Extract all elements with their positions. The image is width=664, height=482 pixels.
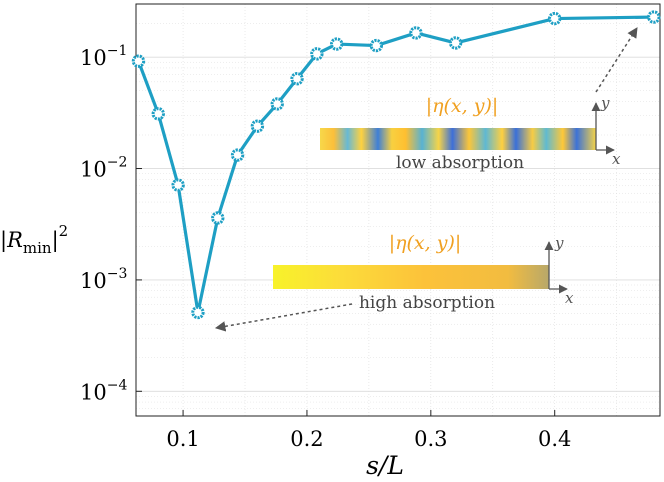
high-absorption-y-axis-label: y: [554, 234, 564, 252]
y-tick-label: 10−3: [80, 266, 127, 293]
data-point: [647, 10, 661, 24]
low-absorption-field-strip: [320, 128, 596, 150]
y-tick-label: 10−2: [80, 155, 127, 182]
x-tick-label: 0.2: [290, 427, 323, 451]
low-absorption-x-axis-label: x: [612, 150, 621, 168]
data-point: [329, 37, 344, 51]
x-ticks: 0.1 0.2 0.3 0.4: [166, 410, 571, 451]
y-tick-label: 10−4: [80, 377, 127, 404]
data-point: [131, 54, 146, 68]
data-point: [230, 148, 245, 162]
data-point: [151, 107, 165, 121]
y-ticks: 10−1 10−2 10−3 10−4: [80, 43, 142, 404]
inset-high-absorption: |η(x, y)| high absorption x y: [273, 232, 574, 313]
plot-frame: [135, 3, 661, 417]
y-axis-label: |Rmin|2: [0, 222, 68, 257]
svg-text:|Rmin|2: |Rmin|2: [0, 222, 68, 257]
low-absorption-y-axis-label: y: [600, 94, 610, 112]
inset-low-absorption: |η(x, y)| low absorption x y: [320, 94, 621, 173]
data-point: [270, 97, 284, 111]
grid: [136, 4, 660, 417]
y-tick-label: 10−1: [80, 43, 127, 70]
series-line: [136, 15, 654, 315]
data-point: [369, 38, 384, 53]
data-point: [191, 305, 205, 320]
x-tick-label: 0.3: [414, 427, 447, 451]
x-axis-label: s/L: [366, 451, 404, 480]
data-point: [211, 211, 225, 225]
low-absorption-label: low absorption: [396, 153, 524, 173]
data-point: [310, 47, 324, 61]
data-point: [448, 36, 463, 50]
data-point: [548, 11, 562, 26]
high-absorption-label: high absorption: [359, 293, 495, 313]
x-tick-label: 0.1: [166, 427, 199, 451]
low-absorption-field-title: |η(x, y)|: [426, 95, 499, 117]
x-tick-label: 0.4: [538, 427, 571, 451]
data-point: [171, 178, 185, 192]
high-absorption-pointer-arrow: [214, 303, 353, 332]
low-absorption-pointer-arrow: [595, 27, 638, 93]
high-absorption-field-title: |η(x, y)|: [389, 232, 462, 254]
data-point: [409, 26, 423, 40]
high-absorption-field-strip: [273, 265, 549, 289]
data-point: [250, 119, 265, 133]
data-point: [290, 72, 304, 86]
series-layer: [131, 10, 661, 320]
high-absorption-x-axis-label: x: [565, 289, 574, 307]
